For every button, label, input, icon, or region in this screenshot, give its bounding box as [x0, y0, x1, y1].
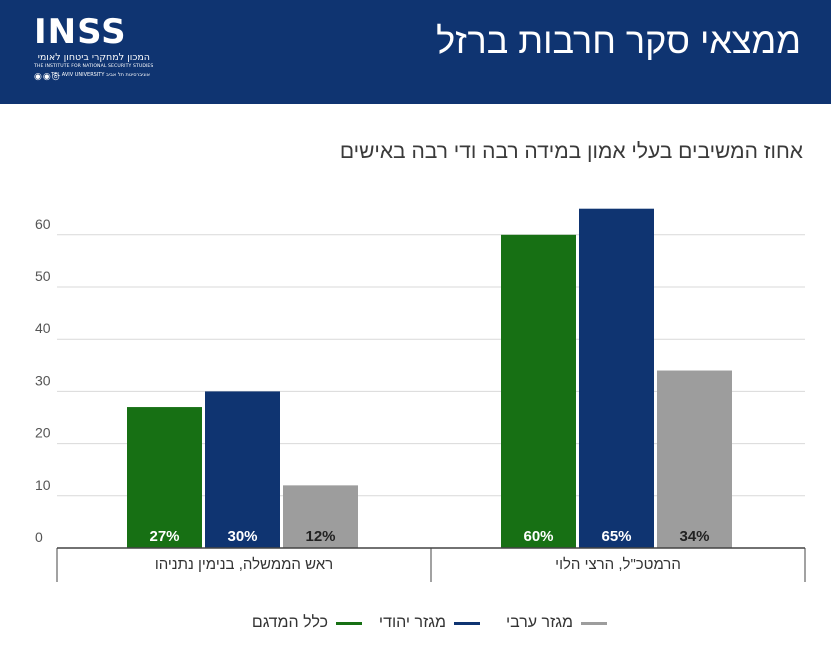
- legend-item[interactable]: כלל המדגם: [252, 614, 362, 632]
- bar-chart: 0 10 20 30 40 50 60 27% 30% 12% 60% 65% 34% ראש הממשל…: [35, 208, 806, 582]
- legend-swatch: [581, 621, 607, 625]
- legend-item[interactable]: מגזר ערבי: [506, 614, 607, 632]
- bar: [205, 391, 280, 548]
- bar: [127, 407, 202, 548]
- y-tick-label: 20: [35, 425, 51, 441]
- y-tick-label: 50: [35, 268, 51, 284]
- legend-swatch: [454, 621, 480, 625]
- bar: [501, 234, 576, 549]
- y-tick-label: 60: [35, 216, 51, 232]
- logo-english-text: THE INSTITUTE FOR NATIONAL SECURITY STUD…: [34, 64, 154, 69]
- data-label: 12%: [305, 528, 335, 545]
- logo-hebrew-text: המכון למחקרי ביטחון לאומי: [37, 52, 150, 63]
- header-bar: INSS המכון למחקרי ביטחון לאומי THE INSTI…: [0, 0, 831, 104]
- university-logo-text: אוניברסיטת תל אביב TEL AVIV UNIVERSITY: [51, 72, 150, 78]
- inss-logo[interactable]: INSS המכון למחקרי ביטחון לאומי THE INSTI…: [34, 12, 154, 86]
- y-tick-label: 0: [35, 529, 43, 545]
- legend-label: מגזר ערבי: [505, 614, 573, 631]
- page-title: ממצאי סקר חרבות ברזל: [436, 20, 801, 61]
- x-category-label: הרמטכ"ל, הרצי הלוי: [555, 556, 681, 573]
- legend-label: כלל המדגם: [251, 614, 328, 631]
- y-tick-label: 30: [35, 372, 51, 388]
- legend-swatch: [336, 621, 362, 625]
- bar: [283, 485, 358, 548]
- x-category-label: ראש הממשלה, בנימין נתניהו: [155, 556, 333, 573]
- legend-item[interactable]: מגזר יהודי: [379, 614, 480, 632]
- data-label: 34%: [679, 528, 709, 545]
- y-tick-label: 10: [35, 477, 51, 493]
- bar: [579, 208, 654, 548]
- data-label: 65%: [601, 528, 631, 545]
- legend-label: מגזר יהודי: [378, 614, 446, 631]
- chart-subtitle: אחוז המשיבים בעלי אמון במידה רבה ודי רבה…: [339, 140, 803, 163]
- bar: [657, 370, 732, 548]
- data-label: 27%: [149, 528, 179, 545]
- logo-wordmark: INSS: [34, 12, 127, 52]
- logo-icons: ◉◉◎: [34, 72, 61, 82]
- data-label: 60%: [523, 528, 553, 545]
- chart-legend: כלל המדגם מגזר יהודי מגזר ערבי: [0, 614, 831, 638]
- data-label: 30%: [227, 528, 257, 545]
- y-tick-label: 40: [35, 320, 51, 336]
